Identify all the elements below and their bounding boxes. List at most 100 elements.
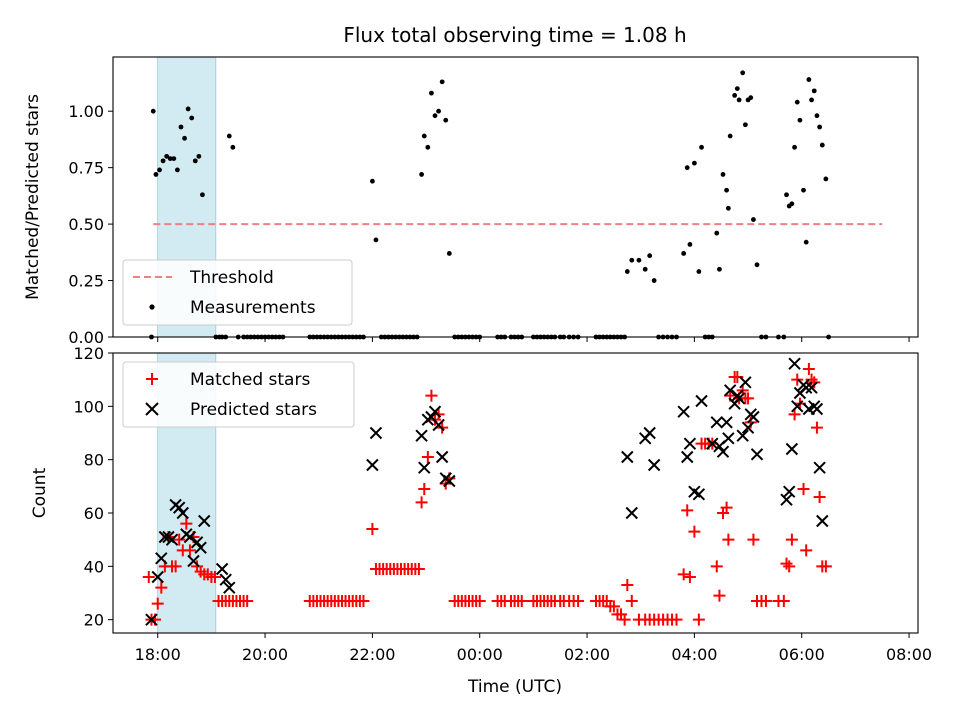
predicted-star-point [706,437,719,450]
predicted-star-point [710,416,723,429]
predicted-star-point [215,562,229,576]
predicted-star-point [223,581,236,594]
measurement-point [164,153,170,159]
matched-star-point [800,544,813,557]
matched-star-point [515,595,528,607]
measurement-point [725,205,731,211]
measurement-point [681,251,687,256]
matched-star-point [742,392,755,405]
predicted-star-point [435,450,449,464]
matched-star-point [802,363,815,375]
bottom-panel: 20 40 60 80 100 120 18:00 20:00 22:00 00:00 02:00… [30,344,932,697]
predicted-star-point [647,458,661,472]
measurement-point [714,230,720,236]
matched-star-point [625,595,638,607]
top-plot-area [149,70,883,340]
measurement-point [724,187,729,193]
matched-star-point [670,613,683,626]
measurement-point [439,79,445,85]
predicted-star-point [681,450,694,464]
measurement-point [419,172,424,177]
matched-star-point [142,571,155,583]
measurement-point [642,266,648,272]
bottom-y-tick-label: 120 [73,344,104,363]
legend-matched-label: Matched stars [190,370,310,390]
measurement-point [736,97,742,103]
measurement-point [432,113,438,119]
predicted-star-point [158,530,172,544]
measurement-point [167,156,173,162]
measurement-point [811,88,817,94]
measurement-point [814,113,820,119]
measurement-point [157,167,162,173]
matched-star-point [180,517,193,530]
matched-star-point [720,501,733,514]
matched-star-point [731,371,744,383]
predicted-star-point [369,426,383,440]
predicted-star-point [443,474,456,488]
matched-star-point [747,533,760,546]
matched-star-point [415,496,428,509]
bottom-y-tick-label: 80 [84,451,104,470]
matched-star-point [722,533,735,546]
bottom-x-axis-label: Time (UTC) [467,677,562,697]
predicted-star-point [194,541,207,554]
matched-star-point [151,597,164,610]
predicted-star-point [415,429,428,442]
measurement-point [196,153,202,159]
measurement-point [189,115,195,121]
predicted-star-point [428,405,442,418]
bottom-x-tick-label: 20:00 [242,645,288,664]
matched-star-point [713,589,726,602]
predicted-star-point [716,445,730,458]
matched-star-point [366,523,379,535]
matched-star-point [681,504,694,517]
matched-star-point [418,483,431,495]
measurement-point [792,144,797,150]
bottom-y-axis: 20 40 60 80 100 120 [73,344,113,630]
predicted-star-point [625,506,638,520]
matched-star-point [785,533,798,546]
matched-star-point [783,560,796,573]
bottom-y-axis-label: Count [30,467,50,518]
matched-star-point [692,613,705,626]
predicted-star-point [165,533,179,546]
measurement-point [734,86,740,92]
measurement-point [192,158,198,164]
matched-star-point [677,568,690,581]
predicted-star-point [720,416,733,429]
predicted-star-point [183,530,197,544]
measurement-point [624,269,630,274]
matched-star-point [618,613,631,626]
predicted-star-point [747,410,760,424]
measurement-point [436,108,441,114]
predicted-star-point [805,381,818,394]
measurement-point [748,95,754,101]
predicted-star-point [782,485,796,498]
measurement-point [182,135,187,141]
measurement-point [699,144,704,150]
measurement-point [373,237,379,243]
measurement-point [817,124,823,130]
predicted-star-point [732,392,746,405]
top-y-axis: 0.00 0.25 0.50 0.75 1.00 [68,102,113,347]
matched-star-point [683,571,696,583]
measurement-point [742,122,748,128]
bottom-y-tick-label: 20 [84,611,104,630]
measurement-point [446,251,452,256]
predicted-star-point [813,461,826,474]
predicted-star-point [739,376,752,389]
measurement-point [171,156,177,162]
predicted-star-point [677,405,690,418]
measurement-point [636,257,642,263]
top-y-axis-label: Matched/Predicted stars [23,94,43,300]
predicted-star-point [799,381,813,394]
top-y-tick-label: 0.75 [68,159,104,178]
matched-star-point [621,579,634,591]
predicted-star-point [145,613,158,626]
bottom-x-tick-label: 08:00 [886,645,932,664]
measurement-point [691,160,697,166]
matched-star-point [208,571,221,583]
legend-predicted-swatch [145,402,159,416]
predicted-star-point [692,488,706,501]
